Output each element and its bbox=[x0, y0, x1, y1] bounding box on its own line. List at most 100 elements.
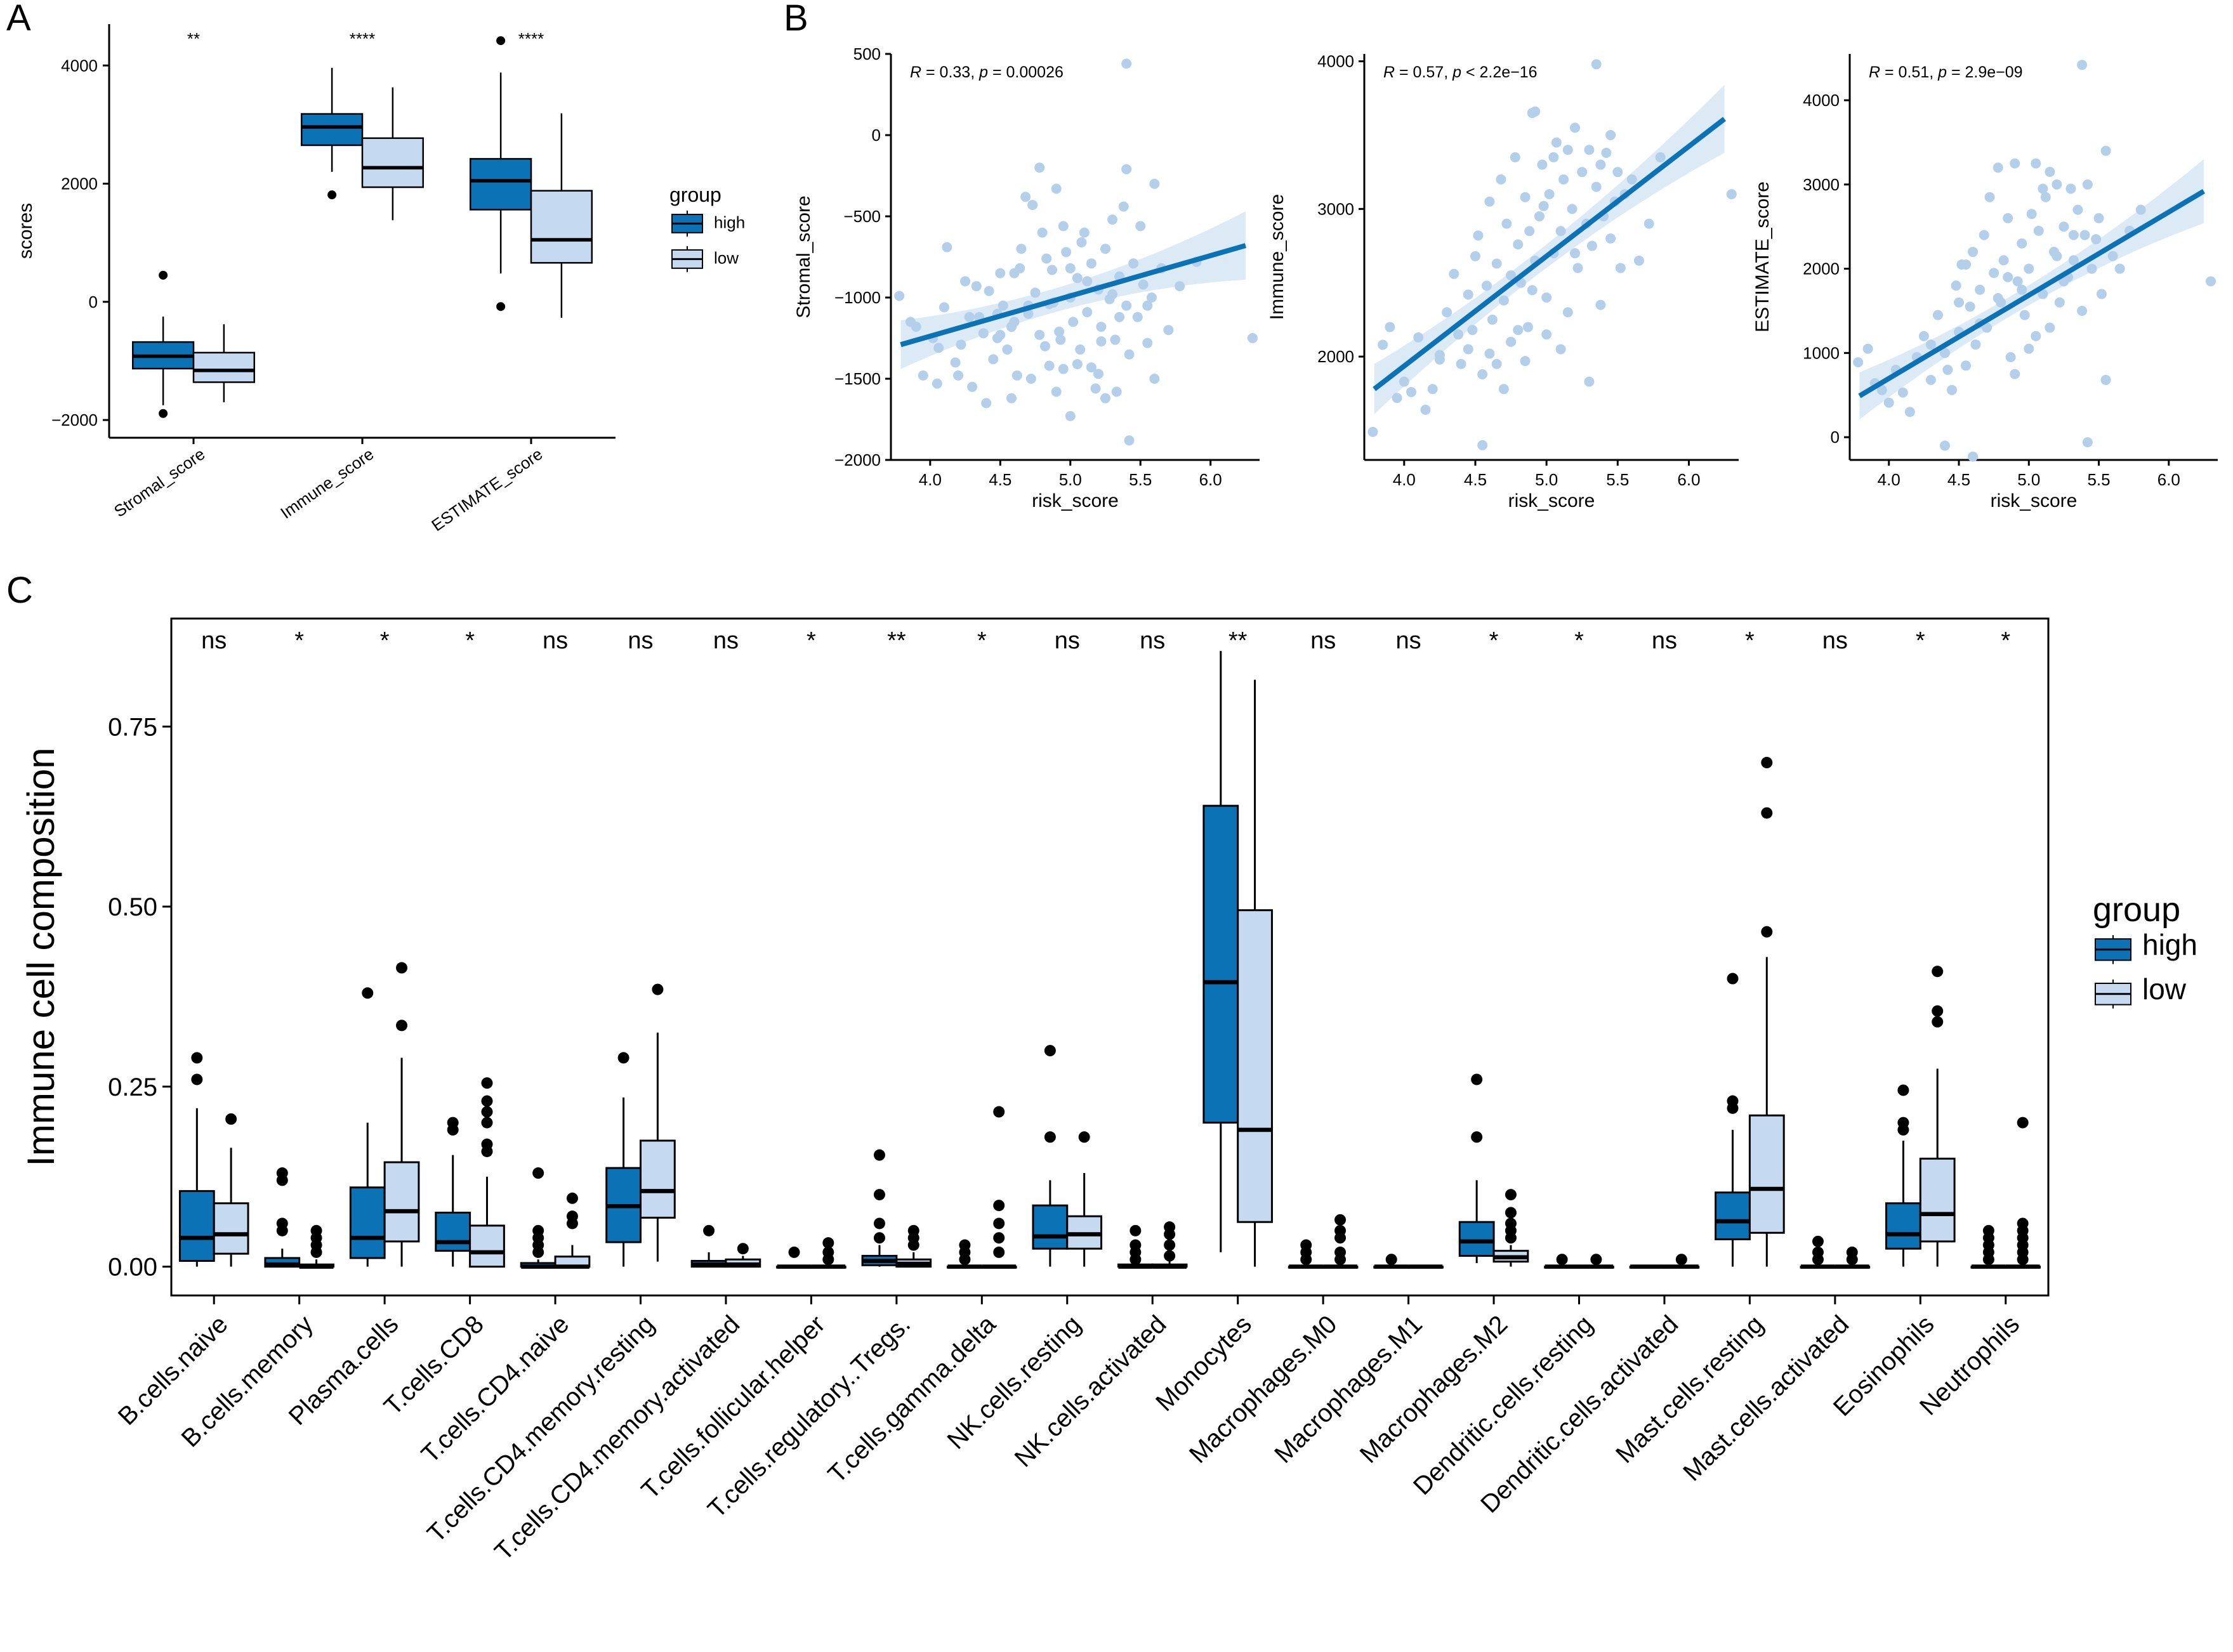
y-tick-label: −2000 bbox=[834, 450, 881, 469]
scatter-point bbox=[1601, 147, 1612, 158]
scatter-point bbox=[1406, 386, 1417, 397]
scatter-point bbox=[1946, 384, 1957, 395]
outlier-point bbox=[1130, 1224, 1142, 1236]
panel-label-a: A bbox=[6, 0, 31, 39]
y-tick-label: 1000 bbox=[1803, 343, 1840, 362]
scatter-point bbox=[1037, 227, 1048, 238]
outlier-point bbox=[1727, 973, 1739, 985]
scatter-point bbox=[1544, 189, 1555, 200]
chart-b3-estimate-vs-risk-scatter: 4.0 4.5 5.0 5.5 6.0 0 1000 2000 3000 4000 risk_sco… bbox=[1752, 54, 2218, 511]
scatter-point bbox=[984, 285, 994, 296]
box-low bbox=[192, 351, 256, 383]
x-tick-label: Immune_score bbox=[277, 444, 377, 522]
outlier-point bbox=[532, 1167, 544, 1179]
scatter-point bbox=[1586, 240, 1597, 251]
scatter-point bbox=[1138, 279, 1149, 290]
scatter-point bbox=[1090, 383, 1101, 394]
outlier-point bbox=[703, 1224, 715, 1236]
significance-label: ns bbox=[1310, 627, 1336, 654]
scatter-point bbox=[2093, 213, 2104, 223]
scatter-point bbox=[1114, 311, 1125, 322]
box-low bbox=[361, 137, 425, 188]
scatter-point bbox=[1135, 221, 1146, 232]
scatter-point bbox=[2052, 179, 2062, 190]
y-tick-label: 3000 bbox=[1317, 199, 1354, 218]
legend-label: high bbox=[2142, 928, 2197, 961]
scatter-point bbox=[960, 276, 971, 287]
y-tick-label: −2000 bbox=[51, 410, 98, 429]
outlier-point bbox=[1334, 1224, 1347, 1236]
outlier-point bbox=[1982, 1224, 1994, 1236]
scatter-point bbox=[1726, 189, 1737, 200]
box-high bbox=[349, 1186, 386, 1259]
scatter-point bbox=[1367, 426, 1378, 437]
outlier-point bbox=[566, 1210, 578, 1223]
box-low bbox=[383, 1161, 420, 1243]
box-high bbox=[178, 1190, 215, 1262]
outlier-point bbox=[1164, 1250, 1176, 1262]
scatter-point bbox=[1040, 341, 1051, 351]
scatter-point bbox=[1862, 343, 1873, 354]
scatter-point bbox=[1146, 292, 1157, 303]
outlier-point bbox=[652, 983, 664, 995]
x-tick-label: Macrophages.M1 bbox=[1269, 1310, 1428, 1469]
outlier-point bbox=[1505, 1207, 1517, 1219]
x-tick-label: 5.5 bbox=[1606, 470, 1629, 489]
scatter-point bbox=[1072, 273, 1083, 284]
scatter-point bbox=[1897, 387, 1908, 398]
outlier-point bbox=[1590, 1254, 1602, 1266]
scatter-point bbox=[1551, 137, 1562, 148]
outlier-point bbox=[907, 1224, 919, 1236]
box-high bbox=[1458, 1221, 1495, 1257]
scatter-point bbox=[2005, 352, 2016, 363]
y-tick-label: 3000 bbox=[1803, 175, 1840, 194]
scatter-point bbox=[1427, 384, 1438, 395]
scatter-point bbox=[1142, 338, 1153, 348]
annotation-p-label: p bbox=[1452, 63, 1461, 81]
outlier-point bbox=[993, 1217, 1005, 1229]
scatter-point bbox=[2031, 158, 2041, 169]
scatter-point bbox=[1998, 255, 2009, 266]
scatter-point bbox=[1463, 344, 1473, 355]
significance-label: * bbox=[2001, 627, 2010, 654]
outlier-point bbox=[1334, 1214, 1347, 1226]
y-tick-label: 0 bbox=[1831, 428, 1840, 447]
scatter-point bbox=[1562, 145, 1573, 155]
scatter-point bbox=[1477, 440, 1488, 450]
scatter-point bbox=[1643, 218, 1654, 229]
scatter-point bbox=[1506, 270, 1517, 281]
scatter-point bbox=[1110, 334, 1121, 345]
x-tick-label: Macrophages.M2 bbox=[1355, 1310, 1513, 1469]
scatter-point bbox=[1595, 299, 1606, 310]
outlier-point bbox=[496, 302, 506, 311]
scatter-point bbox=[1470, 251, 1480, 261]
scatter-point bbox=[1434, 354, 1445, 365]
chart-b1-stromal-vs-risk-scatter: 4.0 4.5 5.0 5.5 6.0 500 0 −500 −1000 −1500 −2000 ri… bbox=[793, 44, 1260, 511]
outlier-point bbox=[617, 1052, 629, 1064]
scatter-point bbox=[1006, 322, 1017, 332]
outlier-point bbox=[1897, 1084, 1909, 1096]
scatter-point bbox=[1520, 192, 1531, 202]
scatter-point bbox=[1993, 162, 2003, 173]
outlier-point bbox=[1385, 1254, 1397, 1266]
x-tick-label: Mast.cells.activated bbox=[1678, 1310, 1854, 1486]
scatter-point bbox=[1068, 317, 1079, 327]
outlier-point bbox=[2017, 1117, 2029, 1129]
outlier-point bbox=[396, 962, 408, 974]
scatter-point bbox=[1541, 292, 1552, 303]
outlier-point bbox=[191, 1052, 203, 1064]
scatter-point bbox=[1506, 336, 1517, 347]
correlation-annotation: R = 0.57, p < 2.2e−16 bbox=[1383, 63, 1538, 81]
scatter-point bbox=[1591, 59, 1602, 70]
scatter-point bbox=[1975, 284, 1986, 295]
scatter-point bbox=[1413, 332, 1424, 343]
outlier-point bbox=[873, 1232, 885, 1244]
scatter-point bbox=[1961, 360, 1972, 371]
outlier-point bbox=[2017, 1217, 2029, 1229]
scatter-point bbox=[1082, 307, 1093, 318]
outlier-point bbox=[276, 1167, 288, 1179]
scatter-point bbox=[1111, 386, 1122, 397]
outlier-point bbox=[481, 1077, 493, 1089]
box-low bbox=[469, 1224, 505, 1268]
scatter-point bbox=[1481, 280, 1492, 291]
